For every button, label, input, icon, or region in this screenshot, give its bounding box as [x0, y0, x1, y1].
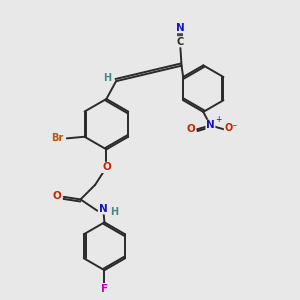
Text: N: N: [99, 204, 107, 214]
Text: F: F: [101, 284, 108, 294]
Text: H: H: [110, 207, 118, 217]
Text: O: O: [53, 190, 62, 201]
Text: C: C: [177, 37, 184, 47]
Text: +: +: [215, 115, 222, 124]
Text: O: O: [102, 162, 111, 172]
Text: N: N: [206, 120, 215, 130]
Text: H: H: [103, 73, 111, 83]
Text: O: O: [187, 124, 196, 134]
Text: O⁻: O⁻: [224, 123, 238, 133]
Text: Br: Br: [51, 134, 63, 143]
Text: N: N: [176, 22, 184, 33]
